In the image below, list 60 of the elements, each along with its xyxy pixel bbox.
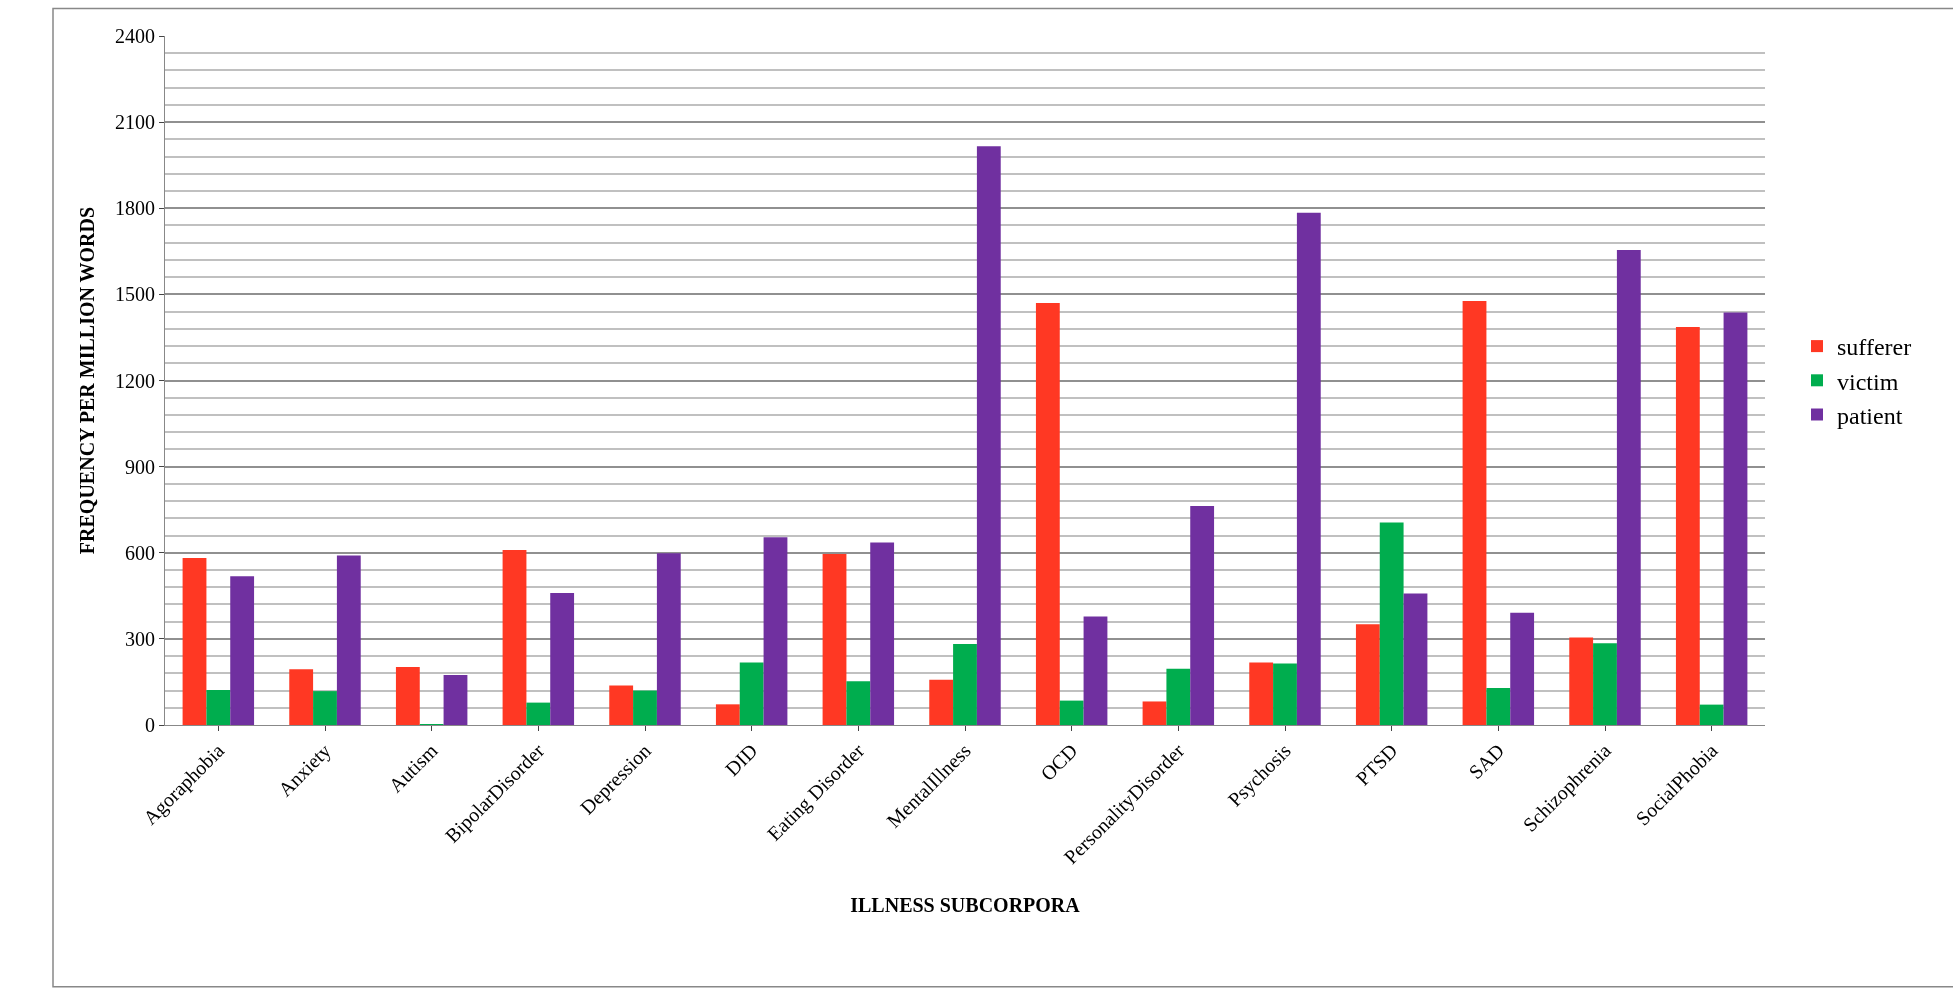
bar xyxy=(443,675,468,725)
bar xyxy=(656,553,681,725)
y-tick-label: 0 xyxy=(145,714,155,736)
y-tick-label: 1500 xyxy=(115,283,155,306)
y-axis-title: FREQUENCY PER MILLION WORDS xyxy=(75,206,98,555)
bar xyxy=(929,679,954,725)
bar xyxy=(526,702,551,725)
y-tick-label: 900 xyxy=(125,455,155,478)
bar xyxy=(870,542,895,725)
bar xyxy=(715,704,740,725)
bar xyxy=(1486,687,1511,725)
bar xyxy=(763,537,788,725)
bar xyxy=(1190,505,1215,725)
bar xyxy=(1462,300,1487,725)
bar xyxy=(846,681,871,725)
bar xyxy=(953,644,977,725)
bar xyxy=(395,667,420,725)
bar xyxy=(313,691,337,725)
x-tick-label: SAD xyxy=(1464,739,1509,784)
bar xyxy=(1699,704,1724,725)
bar xyxy=(1296,212,1321,725)
bar xyxy=(1569,637,1594,725)
bar xyxy=(633,690,657,725)
bar xyxy=(1403,593,1428,725)
x-axis-title: ILLNESS SUBCORPORA xyxy=(850,894,1081,917)
y-tick-label: 1800 xyxy=(115,197,155,220)
bar xyxy=(1166,668,1191,725)
bar xyxy=(1379,522,1404,725)
bar xyxy=(206,689,231,725)
bar xyxy=(550,592,575,725)
y-tick-label: 2100 xyxy=(115,111,155,134)
bar xyxy=(1059,700,1084,725)
bar xyxy=(1593,643,1617,725)
bar xyxy=(230,576,255,725)
bar xyxy=(1723,312,1748,725)
bar xyxy=(1675,327,1700,725)
y-tick-label: 1200 xyxy=(115,369,155,392)
bar xyxy=(502,549,527,725)
y-tick-label: 600 xyxy=(125,541,155,564)
y-tick-label: 300 xyxy=(125,627,155,650)
bar xyxy=(976,146,1001,725)
bar xyxy=(609,685,634,725)
bar xyxy=(1616,249,1641,725)
bar xyxy=(1355,624,1380,725)
bar xyxy=(289,669,314,725)
bar xyxy=(1249,662,1274,725)
x-tick-label: DID xyxy=(720,739,762,781)
legend-label: patient xyxy=(1837,402,1903,429)
legend-label: sufferer xyxy=(1837,334,1912,361)
bar xyxy=(1083,616,1108,725)
bar xyxy=(182,557,207,725)
bar xyxy=(739,662,764,725)
bar xyxy=(1273,663,1297,725)
bar xyxy=(1142,701,1167,725)
bar xyxy=(1510,612,1535,725)
bar xyxy=(1035,302,1060,725)
bar xyxy=(336,555,361,725)
bar xyxy=(822,553,847,725)
legend-label: victim xyxy=(1837,368,1899,395)
y-tick-label: 2400 xyxy=(115,25,155,47)
